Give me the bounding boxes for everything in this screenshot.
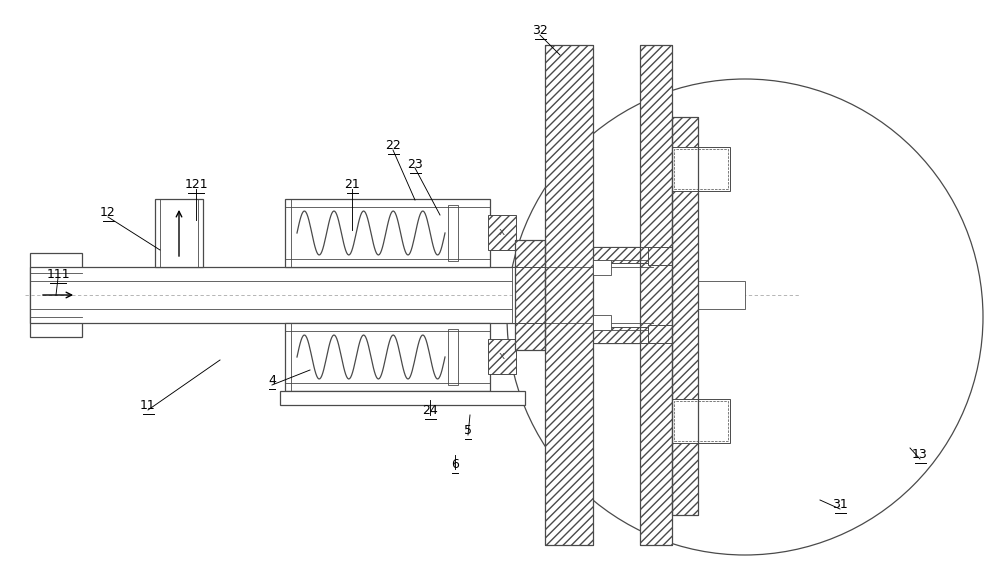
Text: 5: 5 [464, 424, 472, 437]
Text: 13: 13 [912, 448, 928, 461]
Bar [280, 391, 525, 405]
Bar [515, 281, 745, 309]
Text: 22: 22 [385, 139, 401, 152]
Bar [488, 215, 516, 250]
Bar [593, 260, 611, 275]
Bar [545, 45, 593, 545]
Bar [448, 205, 458, 261]
Bar [30, 267, 560, 323]
Text: 23: 23 [407, 158, 423, 171]
Bar [640, 45, 672, 545]
Text: 32: 32 [532, 24, 548, 37]
Bar [155, 199, 203, 267]
Bar [672, 399, 730, 443]
Bar [512, 267, 592, 323]
Bar [593, 247, 653, 343]
Text: x: x [499, 351, 505, 361]
Text: 111: 111 [46, 268, 70, 281]
Bar [648, 325, 672, 343]
Bar [672, 117, 698, 515]
Text: 24: 24 [422, 404, 438, 417]
Text: 21: 21 [344, 178, 360, 191]
Text: 12: 12 [100, 206, 116, 219]
Bar [593, 260, 673, 330]
Bar [640, 45, 672, 545]
Text: x: x [499, 227, 505, 237]
Text: 6: 6 [451, 458, 459, 471]
Bar [648, 247, 672, 265]
Bar [285, 199, 490, 267]
Bar [488, 339, 516, 374]
Bar [545, 45, 593, 545]
Bar [672, 147, 730, 191]
Bar [515, 240, 545, 350]
Text: 11: 11 [140, 399, 156, 412]
Bar [674, 401, 728, 441]
Bar [515, 240, 545, 350]
Bar [448, 329, 458, 385]
Bar [672, 117, 698, 515]
Text: 31: 31 [832, 498, 848, 511]
Bar [648, 247, 672, 343]
Bar [593, 247, 653, 263]
Text: 121: 121 [184, 178, 208, 191]
Bar [593, 315, 611, 330]
Bar [30, 253, 82, 337]
Bar [593, 327, 653, 343]
Bar [285, 323, 490, 391]
Bar [674, 149, 728, 189]
Text: 4: 4 [268, 374, 276, 387]
